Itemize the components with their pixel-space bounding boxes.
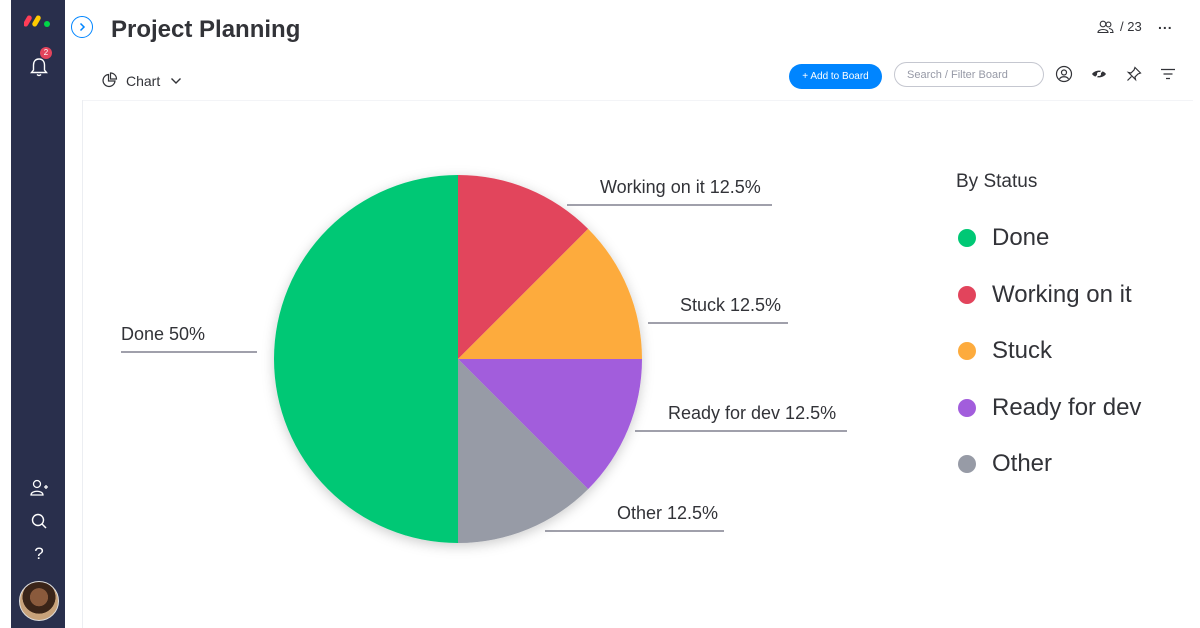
legend-color-dot <box>958 455 976 473</box>
pie-slice-other[interactable] <box>458 359 589 543</box>
slice-label-done: Done 50% <box>121 324 205 344</box>
eye-hide-icon[interactable] <box>1090 65 1108 83</box>
pie-chart-icon <box>102 72 118 88</box>
legend-item-stuck[interactable]: Stuck <box>958 337 1052 365</box>
legend-color-dot <box>958 399 976 417</box>
slice-label-ready-for-dev: Ready for dev 12.5% <box>668 403 836 423</box>
legend-label: Working on it <box>992 281 1132 308</box>
toolbar-divider <box>83 100 1193 101</box>
person-filter-icon[interactable] <box>1055 65 1073 83</box>
legend-label: Other <box>992 450 1053 477</box>
pie-slice-working-on-it[interactable] <box>458 175 589 359</box>
members-count: / 23 <box>1120 19 1142 34</box>
legend-item-other[interactable]: Other <box>958 450 1052 478</box>
legend-color-dot <box>958 342 976 360</box>
user-avatar[interactable] <box>19 581 59 621</box>
filter-icon[interactable] <box>1159 65 1177 83</box>
notification-badge: 2 <box>40 47 52 59</box>
content-border <box>82 100 83 628</box>
pie-slice-stuck[interactable] <box>458 228 642 359</box>
expand-sidebar-button[interactable] <box>71 16 93 38</box>
legend-label: Done <box>992 224 1050 251</box>
page-title[interactable]: Project Planning <box>111 16 301 43</box>
legend-label: Ready for dev <box>992 394 1142 421</box>
pie-slice-ready-for-dev[interactable] <box>458 359 642 490</box>
view-selector[interactable]: Chart <box>101 72 182 89</box>
legend-item-done[interactable]: Done <box>958 224 1049 252</box>
left-sidebar: 2 ? <box>11 0 65 628</box>
search-filter-input[interactable] <box>894 62 1044 87</box>
monday-logo-icon[interactable] <box>24 12 54 28</box>
chevron-right-icon <box>79 22 86 32</box>
view-label: Chart <box>126 72 161 89</box>
legend-item-working-on-it[interactable]: Working on it <box>958 281 1132 309</box>
legend-color-dot <box>958 229 976 247</box>
help-icon[interactable]: ? <box>34 544 44 563</box>
more-options-button[interactable]: ... <box>1158 16 1173 32</box>
bell-icon[interactable] <box>28 56 50 78</box>
slice-label-other: Other 12.5% <box>617 503 718 523</box>
pin-icon[interactable] <box>1125 65 1143 83</box>
invite-user-icon[interactable] <box>28 477 50 499</box>
search-icon[interactable] <box>28 510 50 532</box>
slice-label-working-on-it: Working on it 12.5% <box>600 177 761 197</box>
chevron-down-icon <box>171 77 182 84</box>
board-members[interactable]: / 23 <box>1097 19 1142 34</box>
legend-item-ready-for-dev[interactable]: Ready for dev <box>958 394 1141 422</box>
add-to-board-button[interactable]: + Add to Board <box>789 64 882 89</box>
slice-label-stuck: Stuck 12.5% <box>680 295 781 315</box>
legend-title: By Status <box>956 171 1038 192</box>
legend-label: Stuck <box>992 337 1053 364</box>
pie-slice-done[interactable] <box>274 175 458 543</box>
legend-color-dot <box>958 286 976 304</box>
members-icon <box>1097 20 1114 33</box>
